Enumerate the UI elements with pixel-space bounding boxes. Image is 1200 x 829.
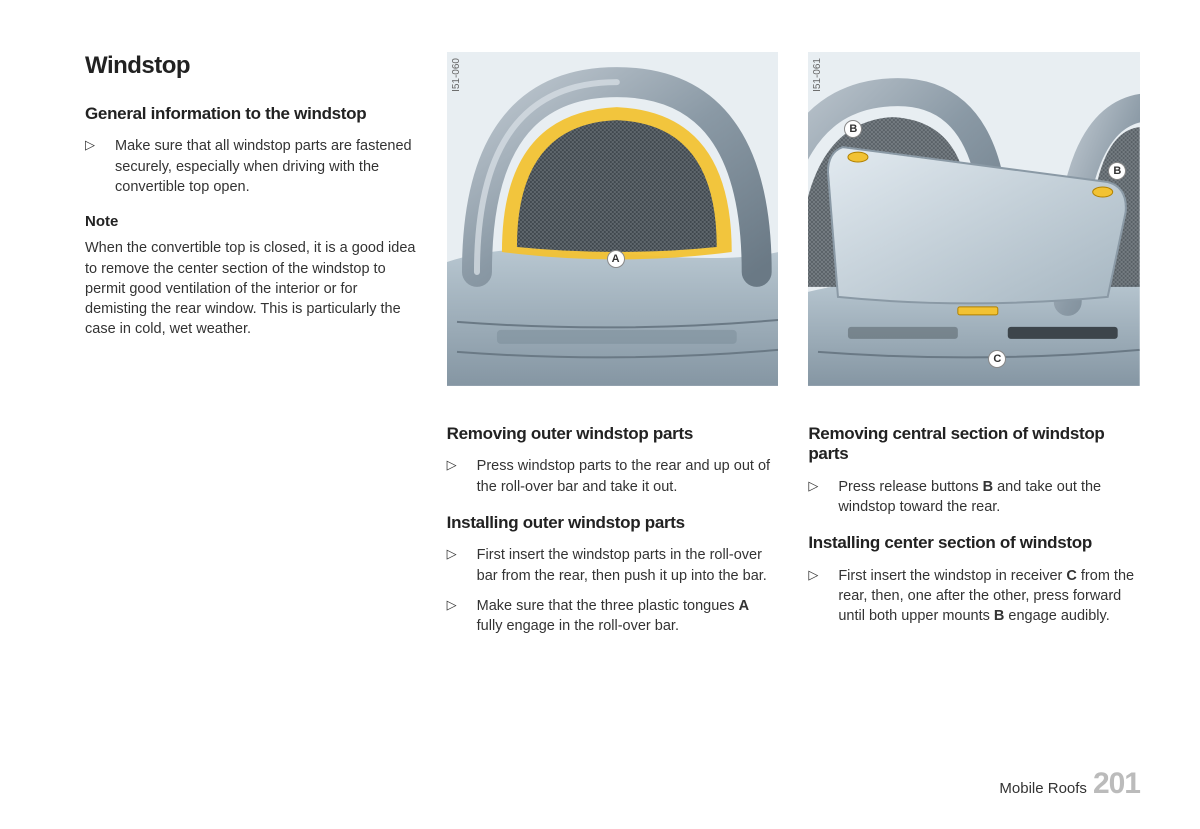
- bold-ref-c: C: [1066, 568, 1076, 584]
- section-heading-install-outer: Installing outer windstop parts: [447, 513, 779, 533]
- illustration-code: I51-061: [812, 58, 823, 92]
- column-center: I51-060: [447, 52, 779, 653]
- bullet-item: Make sure that the three plastic tongues…: [447, 596, 779, 637]
- windstop-outer-svg: [447, 52, 779, 386]
- text-fragment: fully engage in the roll-over bar.: [477, 618, 679, 634]
- note-label: Note: [85, 213, 417, 230]
- section-heading-remove-outer: Removing outer windstop parts: [447, 424, 779, 444]
- illustration-code: I51-060: [451, 58, 462, 92]
- column-right: I51-061: [808, 52, 1140, 653]
- footer-page-number: 201: [1093, 767, 1140, 801]
- bold-ref-b: B: [983, 479, 993, 495]
- page-title: Windstop: [85, 52, 417, 80]
- bullet-list: Make sure that all windstop parts are fa…: [85, 136, 417, 197]
- bullet-item: Press release buttons B and take out the…: [808, 477, 1140, 518]
- illustration-outer-windstop: I51-060: [447, 52, 779, 386]
- bullet-list: Press release buttons B and take out the…: [808, 477, 1140, 518]
- footer-section-name: Mobile Roofs: [999, 780, 1087, 797]
- section-heading-install-center: Installing center section of windstop: [808, 533, 1140, 553]
- bullet-item: Make sure that all windstop parts are fa…: [85, 136, 417, 197]
- text-fragment: First insert the windstop in receiver: [838, 568, 1066, 584]
- bold-ref-b: B: [994, 608, 1004, 624]
- bullet-list: First insert the windstop in receiver C …: [808, 566, 1140, 627]
- page-footer: Mobile Roofs 201: [999, 767, 1140, 801]
- bullet-list: Press windstop parts to the rear and up …: [447, 456, 779, 497]
- bullet-item: First insert the windstop parts in the r…: [447, 545, 779, 586]
- illustration-center-windstop: I51-061: [808, 52, 1140, 386]
- bullet-list: First insert the windstop parts in the r…: [447, 545, 779, 636]
- section-heading-remove-center: Removing central section of windstop par…: [808, 424, 1140, 465]
- windstop-center-svg: [808, 52, 1140, 386]
- label-a: A: [607, 250, 625, 268]
- text-fragment: Press release buttons: [838, 479, 982, 495]
- bullet-item: First insert the windstop in receiver C …: [808, 566, 1140, 627]
- section-heading-general: General information to the windstop: [85, 104, 417, 124]
- note-body: When the convertible top is closed, it i…: [85, 238, 417, 339]
- bullet-item: Press windstop parts to the rear and up …: [447, 456, 779, 497]
- text-fragment: engage audibly.: [1004, 608, 1109, 624]
- column-left: Windstop General information to the wind…: [85, 52, 417, 653]
- bold-ref-a: A: [739, 598, 749, 614]
- text-fragment: Make sure that the three plastic tongues: [477, 598, 739, 614]
